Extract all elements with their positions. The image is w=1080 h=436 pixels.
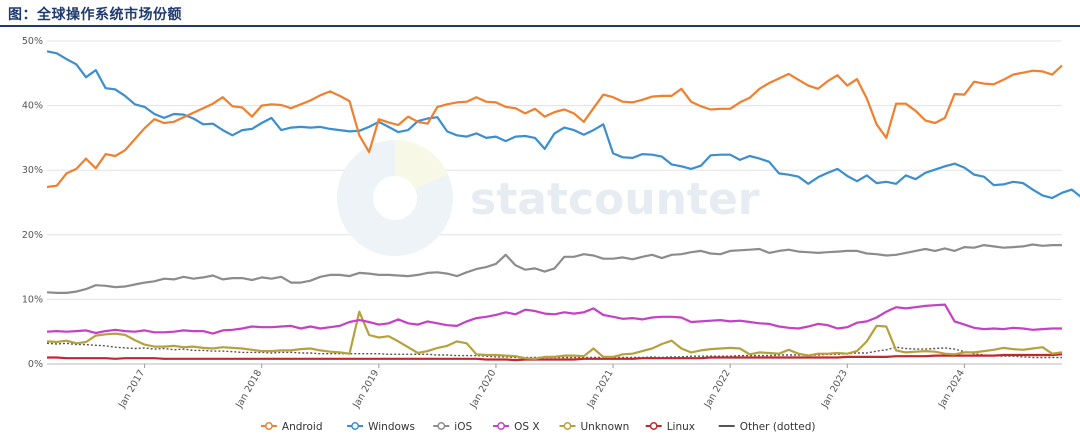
y-tick-label: 50% <box>22 36 43 47</box>
legend-marker <box>497 422 506 430</box>
legend[interactable]: Android Windows iOS OS X Unknown Linux Other (… <box>260 421 816 433</box>
y-tick-label: 40% <box>22 101 43 112</box>
x-axis: Jan 2017 Jan 2018 Jan 2019 Jan 2020 Jan 2021… <box>116 364 967 411</box>
series-line-android <box>46 64 1063 189</box>
grid <box>47 40 1062 365</box>
series-lines <box>46 50 1080 362</box>
y-tick-label: 30% <box>22 165 43 176</box>
x-tick-label: Jan 2021 <box>585 368 616 411</box>
watermark-text: statcounter <box>470 174 760 225</box>
legend-item-windows[interactable]: Windows <box>347 421 415 433</box>
series-line-linux <box>47 353 1063 362</box>
y-tick-label: 10% <box>22 294 43 305</box>
legend-label: Other (dotted) <box>740 421 816 433</box>
legend-item-other-dotted[interactable]: Other (dotted) <box>718 421 816 433</box>
watermark-logo-center <box>373 176 417 220</box>
y-tick-label: 20% <box>22 230 43 241</box>
legend-item-unknown[interactable]: Unknown <box>559 421 630 433</box>
y-tick-label: 0% <box>28 359 43 370</box>
figure-title: 图：全球操作系统市场份额 <box>8 7 182 23</box>
legend-marker <box>437 422 446 430</box>
title-underline <box>0 25 1080 27</box>
legend-label: Linux <box>667 421 695 433</box>
y-axis: 0% 10% 20% 30% 40% 50% <box>22 36 43 370</box>
legend-marker <box>264 422 273 430</box>
series-line-os-x <box>46 303 1062 335</box>
legend-label: OS X <box>514 421 539 433</box>
x-tick-label: Jan 2022 <box>702 368 733 411</box>
legend-label: iOS <box>454 421 472 433</box>
legend-label: Windows <box>368 421 415 433</box>
legend-item-linux[interactable]: Linux <box>645 421 695 433</box>
legend-item-os-x[interactable]: OS X <box>493 421 540 433</box>
legend-marker <box>351 422 360 430</box>
x-tick-label: Jan 2023 <box>819 368 850 411</box>
x-tick-label: Jan 2020 <box>468 368 499 411</box>
legend-item-android[interactable]: Android <box>260 421 323 433</box>
legend-item-ios[interactable]: iOS <box>433 421 472 433</box>
series-line-ios <box>46 243 1062 294</box>
x-tick-label: Jan 2017 <box>116 368 147 411</box>
os-market-share-chart: statcounter 0%10%20%30%40%50% Jan 2017 Ja… <box>22 36 1080 433</box>
legend-marker <box>563 422 572 430</box>
legend-label: Unknown <box>581 421 630 433</box>
series-line-unknown <box>46 310 1063 360</box>
x-tick-label: Jan 2018 <box>233 368 264 411</box>
series-line-windows <box>46 50 1080 200</box>
x-tick-label: Jan 2024 <box>936 368 967 411</box>
x-tick-label: Jan 2019 <box>350 368 381 411</box>
statcounter-watermark: statcounter <box>337 139 760 256</box>
legend-label: Android <box>282 421 323 433</box>
legend-marker <box>649 422 658 430</box>
